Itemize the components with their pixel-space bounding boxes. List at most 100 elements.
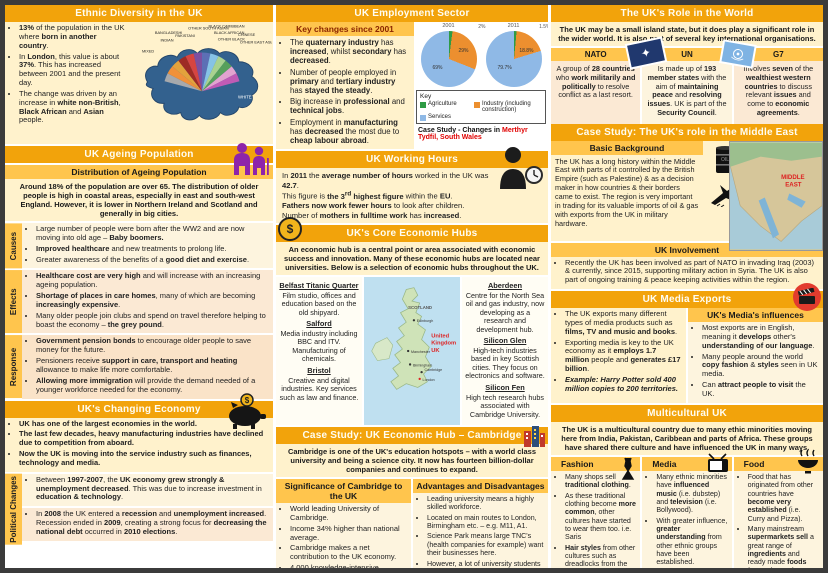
causes-row: Causes Large number of people were born … bbox=[5, 223, 273, 269]
hub-name: Bristol bbox=[307, 365, 331, 375]
svg-text:MIXED: MIXED bbox=[142, 49, 154, 54]
text-line: This figure is the 3rd highest figure wi… bbox=[282, 190, 453, 201]
bullet-item: Many mainstream supermarkets sell a grea… bbox=[748, 525, 819, 568]
section-title: UK's Changing Economy bbox=[5, 400, 273, 418]
case-study-caption: Case Study - Changes in Merthyr Tydfil, … bbox=[418, 127, 528, 141]
bullet-item: Employment in manufacturing has decrease… bbox=[290, 118, 410, 146]
employment-subtitle: Key changes since 2001 bbox=[276, 22, 414, 36]
svg-text:OTHER BLACK: OTHER BLACK bbox=[218, 37, 246, 42]
hub-desc: High tech research hubs associated with … bbox=[466, 392, 544, 419]
bullet-item: Most exports are in English, meaning it … bbox=[702, 323, 819, 351]
section-uk-role: The UK's Role in the World The UK may be… bbox=[551, 5, 823, 135]
text-line: In 2011 the average number of hours work… bbox=[282, 171, 489, 190]
section-multicultural: Multicultural UK The UK is a multicultur… bbox=[551, 404, 823, 568]
section-title: UK Media Exports bbox=[551, 291, 823, 309]
elderly-couple-icon bbox=[234, 143, 269, 175]
pie-2011: 2011 1.5% 18.8% 79.7% bbox=[483, 23, 548, 87]
svg-text:OTHER EAST ASIAN: OTHER EAST ASIAN bbox=[240, 39, 272, 44]
row-label: Causes bbox=[5, 223, 22, 269]
section-title: UK Employment Sector bbox=[276, 5, 548, 22]
svg-text:WHITE: WHITE bbox=[238, 95, 252, 100]
hub-desc: High-tech industries based in key Scotti… bbox=[465, 345, 545, 381]
section-title: UK Working Hours bbox=[276, 151, 548, 169]
ageing-intro: Around 18% of the population are over 65… bbox=[5, 179, 273, 221]
effects-row: Effects Healthcare cost are very high an… bbox=[5, 270, 273, 334]
bullet-item: Many people around the world copy fashio… bbox=[702, 352, 819, 380]
uk-involvement-list: Recently the UK has been involved as par… bbox=[551, 256, 823, 290]
section-employment: UK Employment Sector Key changes since 2… bbox=[276, 5, 548, 150]
un-flag-icon bbox=[721, 41, 755, 67]
row-label: Political Changes bbox=[5, 473, 22, 545]
middle-east-map: MIDDLE EAST bbox=[729, 140, 823, 251]
svg-text:Birmingham: Birmingham bbox=[413, 363, 432, 367]
media-list: Many ethnic minorities have influenced m… bbox=[642, 470, 732, 568]
uk-map: SCOTLAND United Kingdom UK Edinburgh Man… bbox=[364, 277, 460, 426]
bullet-item: Recently the UK has been involved as par… bbox=[565, 258, 819, 286]
pie-legend: Key Agriculture Industry (including cons… bbox=[416, 90, 546, 124]
pie-green-label: 1.5% bbox=[539, 24, 548, 30]
bullet-item: Shortage of places in care homes, many o… bbox=[36, 291, 269, 310]
pie-services-label: 79.7% bbox=[497, 65, 512, 71]
role-intro: The UK may be a small island state, but … bbox=[551, 22, 823, 46]
org-nato: NATO A group of 28 countries who work mi… bbox=[551, 48, 641, 135]
column-middle: UK Employment Sector Key changes since 2… bbox=[276, 5, 548, 568]
advantages-title: Advantages and Disadvantages bbox=[413, 479, 548, 494]
bullet-item: Between 1997-2007, the UK economy grew s… bbox=[36, 475, 269, 503]
political-changes-row: Political Changes Between 1997-2007, the… bbox=[5, 473, 273, 545]
svg-text:CHINESE: CHINESE bbox=[238, 32, 256, 37]
bullet-item: Pensioners receive support in care, tran… bbox=[36, 356, 269, 375]
section-title: Ethnic Diversity in the UK bbox=[5, 5, 273, 22]
advantages-list: Leading university means a highly skille… bbox=[413, 493, 548, 568]
legend-label: Services bbox=[428, 114, 452, 120]
multicultural-intro: The UK is a multicultural country due to… bbox=[551, 421, 823, 455]
legend-label: Agriculture bbox=[428, 101, 457, 107]
text-line: Number of mothers in fulltime work has i… bbox=[282, 210, 462, 220]
legend-swatch-services bbox=[420, 115, 426, 121]
hub-name: Salford bbox=[306, 319, 332, 329]
bullet-item: With greater influence, greater understa… bbox=[656, 517, 727, 567]
bullet-item: Big increase in professional and technic… bbox=[290, 97, 410, 115]
legend-swatch-industry bbox=[474, 102, 480, 108]
section-working-hours: UK Working Hours In 2011 the average num… bbox=[276, 147, 548, 224]
bullet-item: Exporting media is key to the UK economy… bbox=[565, 338, 682, 374]
section-media-exports: UK Media Exports The UK exports many dif… bbox=[551, 283, 823, 403]
section-cambridge-case-study: Case Study: UK Economic Hub – Cambridge … bbox=[276, 426, 548, 568]
bullet-item: World leading University of Cambridge. bbox=[290, 504, 407, 523]
bullet-item: UK has one of the largest economies in t… bbox=[19, 419, 269, 429]
cambridge-intro: Cambridge is one of the UK's education h… bbox=[276, 444, 548, 478]
bullet-item: The UK exports many different types of m… bbox=[565, 309, 682, 337]
fashion-list: Many shops sell traditional clothing. As… bbox=[551, 470, 641, 568]
svg-text:UK: UK bbox=[431, 348, 440, 354]
section-title: Case Study: The UK's role in the Middle … bbox=[551, 123, 823, 141]
basic-background-text: The UK has a long history within the Mid… bbox=[555, 156, 699, 228]
legend-swatch-agriculture bbox=[420, 102, 426, 108]
bullet-item: Number of people employed in primary and… bbox=[290, 68, 410, 96]
basic-background-title: Basic Background bbox=[551, 140, 703, 155]
employment-pie-charts: 2001 2% 29% 69% 2011 1.5% 18.8% bbox=[414, 22, 548, 150]
bullet-item: Many ethnic minorities have influenced m… bbox=[656, 473, 727, 515]
section-economic-hubs: UK's Core Economic Hubs $ An economic hu… bbox=[276, 217, 548, 426]
org-name: G7 bbox=[733, 48, 823, 61]
economy-bullet-list: UK has one of the largest economies in t… bbox=[5, 417, 273, 472]
bullet-item: Improved healthcare and new treatments t… bbox=[36, 244, 269, 254]
section-middle-east: Case Study: The UK's role in the Middle … bbox=[551, 123, 823, 290]
bullet-item: Allowing more immigration will provide t… bbox=[36, 376, 269, 395]
legend-label: Industry (including construction) bbox=[482, 101, 531, 113]
bullet-item: Large number of people were born after t… bbox=[36, 224, 269, 243]
section-title: Case Study: UK Economic Hub – Cambridge bbox=[276, 427, 548, 445]
svg-text:EAST: EAST bbox=[785, 181, 802, 188]
significance-list: World leading University of Cambridge. I… bbox=[276, 503, 411, 568]
section-title: Multicultural UK bbox=[551, 404, 823, 422]
bullet-item: However, a lot of university students mo… bbox=[427, 560, 544, 568]
pie-title: 2011 bbox=[507, 23, 520, 29]
svg-text:INDIAN: INDIAN bbox=[160, 37, 173, 42]
bullet-item: Healthcare cost are very high and will i… bbox=[36, 271, 269, 290]
hubs-intro: An economic hub is a central point or ar… bbox=[276, 242, 548, 276]
section-title: UK's Core Economic Hubs bbox=[276, 225, 548, 243]
section-ageing-population: UK Ageing Population Distribution of Age… bbox=[5, 143, 273, 399]
middle-east-body: Basic Background The UK has a long histo… bbox=[551, 140, 823, 251]
hub-desc: Film studio, offices and education based… bbox=[281, 290, 357, 317]
political-list-2: In 2008 the UK entered a recession and u… bbox=[22, 508, 273, 541]
fashion-column: Fashion Many shops sell traditional clot… bbox=[551, 456, 641, 568]
hub-name: Silicon Fen bbox=[485, 382, 525, 392]
